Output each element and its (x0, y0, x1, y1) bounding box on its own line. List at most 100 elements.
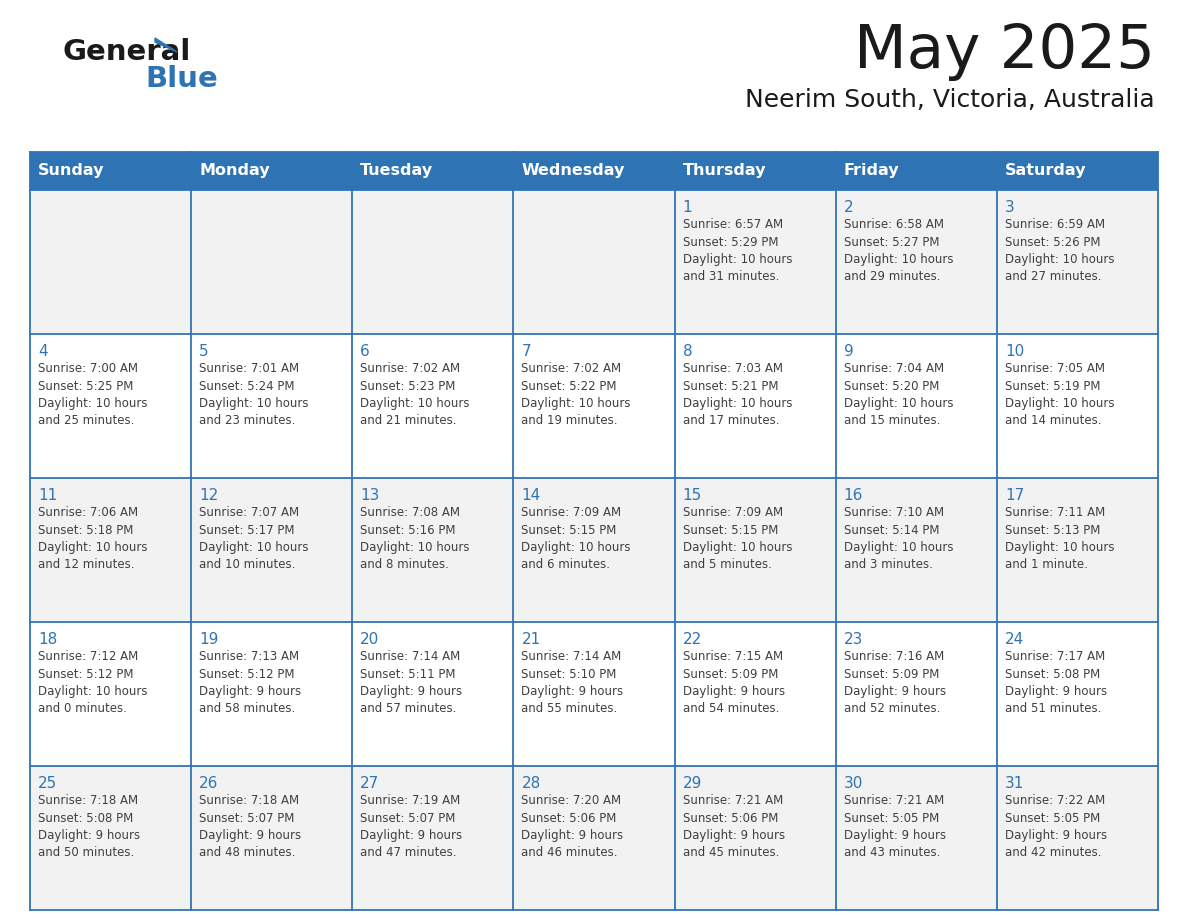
Text: Saturday: Saturday (1005, 163, 1086, 178)
Text: Sunset: 5:19 PM: Sunset: 5:19 PM (1005, 379, 1100, 393)
Text: Sunset: 5:05 PM: Sunset: 5:05 PM (1005, 812, 1100, 824)
Text: 6: 6 (360, 344, 369, 359)
Text: Sunrise: 7:10 AM: Sunrise: 7:10 AM (843, 506, 943, 519)
Text: Sunrise: 6:59 AM: Sunrise: 6:59 AM (1005, 218, 1105, 231)
Text: Sunset: 5:20 PM: Sunset: 5:20 PM (843, 379, 939, 393)
Text: and 55 minutes.: and 55 minutes. (522, 702, 618, 715)
Text: Sunset: 5:16 PM: Sunset: 5:16 PM (360, 523, 456, 536)
Text: Sunrise: 7:07 AM: Sunrise: 7:07 AM (200, 506, 299, 519)
Text: Sunset: 5:12 PM: Sunset: 5:12 PM (200, 667, 295, 680)
Text: Sunset: 5:25 PM: Sunset: 5:25 PM (38, 379, 133, 393)
Text: Sunset: 5:07 PM: Sunset: 5:07 PM (200, 812, 295, 824)
Text: 12: 12 (200, 488, 219, 503)
Text: Daylight: 10 hours: Daylight: 10 hours (522, 397, 631, 410)
Text: Daylight: 9 hours: Daylight: 9 hours (683, 829, 785, 842)
Text: Sunrise: 7:19 AM: Sunrise: 7:19 AM (360, 794, 461, 807)
Text: and 58 minutes.: and 58 minutes. (200, 702, 296, 715)
Text: 2: 2 (843, 200, 853, 215)
Text: and 52 minutes.: and 52 minutes. (843, 702, 940, 715)
Text: Sunrise: 7:03 AM: Sunrise: 7:03 AM (683, 362, 783, 375)
Text: Daylight: 9 hours: Daylight: 9 hours (522, 829, 624, 842)
Text: Sunset: 5:12 PM: Sunset: 5:12 PM (38, 667, 133, 680)
Text: Sunrise: 7:09 AM: Sunrise: 7:09 AM (683, 506, 783, 519)
Text: Thursday: Thursday (683, 163, 766, 178)
Text: Sunset: 5:26 PM: Sunset: 5:26 PM (1005, 236, 1100, 249)
Text: Sunrise: 7:13 AM: Sunrise: 7:13 AM (200, 650, 299, 663)
Text: Sunset: 5:09 PM: Sunset: 5:09 PM (683, 667, 778, 680)
Text: Sunset: 5:09 PM: Sunset: 5:09 PM (843, 667, 939, 680)
Text: and 25 minutes.: and 25 minutes. (38, 415, 134, 428)
Text: and 46 minutes.: and 46 minutes. (522, 846, 618, 859)
Text: 15: 15 (683, 488, 702, 503)
Text: Sunrise: 7:08 AM: Sunrise: 7:08 AM (360, 506, 460, 519)
Bar (30, 190, 1158, 334)
Text: Sunday: Sunday (38, 163, 105, 178)
Text: 10: 10 (1005, 344, 1024, 359)
Text: Sunset: 5:14 PM: Sunset: 5:14 PM (843, 523, 940, 536)
Text: 8: 8 (683, 344, 693, 359)
Text: 13: 13 (360, 488, 380, 503)
Text: Daylight: 10 hours: Daylight: 10 hours (200, 397, 309, 410)
Text: and 50 minutes.: and 50 minutes. (38, 846, 134, 859)
Text: Daylight: 9 hours: Daylight: 9 hours (360, 685, 462, 698)
Text: 14: 14 (522, 488, 541, 503)
Text: Sunset: 5:18 PM: Sunset: 5:18 PM (38, 523, 133, 536)
Text: Sunrise: 7:04 AM: Sunrise: 7:04 AM (843, 362, 943, 375)
Text: 16: 16 (843, 488, 864, 503)
Text: 4: 4 (38, 344, 48, 359)
Text: Daylight: 10 hours: Daylight: 10 hours (200, 541, 309, 554)
Text: Sunset: 5:15 PM: Sunset: 5:15 PM (683, 523, 778, 536)
Text: and 45 minutes.: and 45 minutes. (683, 846, 779, 859)
Text: Sunrise: 7:06 AM: Sunrise: 7:06 AM (38, 506, 138, 519)
Text: Monday: Monday (200, 163, 270, 178)
Text: Sunrise: 7:14 AM: Sunrise: 7:14 AM (522, 650, 621, 663)
Text: 21: 21 (522, 632, 541, 647)
Text: and 12 minutes.: and 12 minutes. (38, 558, 134, 572)
Text: Daylight: 10 hours: Daylight: 10 hours (38, 685, 147, 698)
Text: and 15 minutes.: and 15 minutes. (843, 415, 940, 428)
Text: Sunrise: 7:21 AM: Sunrise: 7:21 AM (683, 794, 783, 807)
Text: Sunset: 5:15 PM: Sunset: 5:15 PM (522, 523, 617, 536)
Text: Daylight: 9 hours: Daylight: 9 hours (522, 685, 624, 698)
Text: 26: 26 (200, 776, 219, 791)
Text: and 47 minutes.: and 47 minutes. (360, 846, 456, 859)
Text: and 6 minutes.: and 6 minutes. (522, 558, 611, 572)
Text: 11: 11 (38, 488, 57, 503)
Text: 24: 24 (1005, 632, 1024, 647)
Text: Daylight: 9 hours: Daylight: 9 hours (38, 829, 140, 842)
Text: Sunrise: 7:15 AM: Sunrise: 7:15 AM (683, 650, 783, 663)
Text: Sunset: 5:23 PM: Sunset: 5:23 PM (360, 379, 456, 393)
Text: 7: 7 (522, 344, 531, 359)
Text: 23: 23 (843, 632, 864, 647)
Text: and 0 minutes.: and 0 minutes. (38, 702, 127, 715)
Text: Sunset: 5:08 PM: Sunset: 5:08 PM (38, 812, 133, 824)
Text: May 2025: May 2025 (854, 22, 1155, 81)
Text: 9: 9 (843, 344, 853, 359)
Text: Sunrise: 7:21 AM: Sunrise: 7:21 AM (843, 794, 944, 807)
Text: 17: 17 (1005, 488, 1024, 503)
Text: Sunrise: 7:09 AM: Sunrise: 7:09 AM (522, 506, 621, 519)
Text: Sunset: 5:07 PM: Sunset: 5:07 PM (360, 812, 456, 824)
Polygon shape (154, 38, 177, 52)
Text: and 14 minutes.: and 14 minutes. (1005, 415, 1101, 428)
Text: Daylight: 10 hours: Daylight: 10 hours (360, 397, 469, 410)
Text: Sunset: 5:05 PM: Sunset: 5:05 PM (843, 812, 939, 824)
Text: Sunset: 5:22 PM: Sunset: 5:22 PM (522, 379, 617, 393)
Text: Sunrise: 6:57 AM: Sunrise: 6:57 AM (683, 218, 783, 231)
Text: Daylight: 9 hours: Daylight: 9 hours (683, 685, 785, 698)
Text: 25: 25 (38, 776, 57, 791)
Text: Daylight: 9 hours: Daylight: 9 hours (1005, 685, 1107, 698)
Text: and 5 minutes.: and 5 minutes. (683, 558, 771, 572)
Text: 20: 20 (360, 632, 379, 647)
Text: Sunrise: 7:01 AM: Sunrise: 7:01 AM (200, 362, 299, 375)
Text: and 1 minute.: and 1 minute. (1005, 558, 1088, 572)
Text: and 29 minutes.: and 29 minutes. (843, 271, 940, 284)
Text: Daylight: 9 hours: Daylight: 9 hours (843, 829, 946, 842)
Text: Daylight: 10 hours: Daylight: 10 hours (683, 541, 792, 554)
Text: and 54 minutes.: and 54 minutes. (683, 702, 779, 715)
Text: and 43 minutes.: and 43 minutes. (843, 846, 940, 859)
Text: Sunrise: 6:58 AM: Sunrise: 6:58 AM (843, 218, 943, 231)
Text: Daylight: 10 hours: Daylight: 10 hours (38, 397, 147, 410)
Text: 31: 31 (1005, 776, 1024, 791)
Text: and 23 minutes.: and 23 minutes. (200, 415, 296, 428)
